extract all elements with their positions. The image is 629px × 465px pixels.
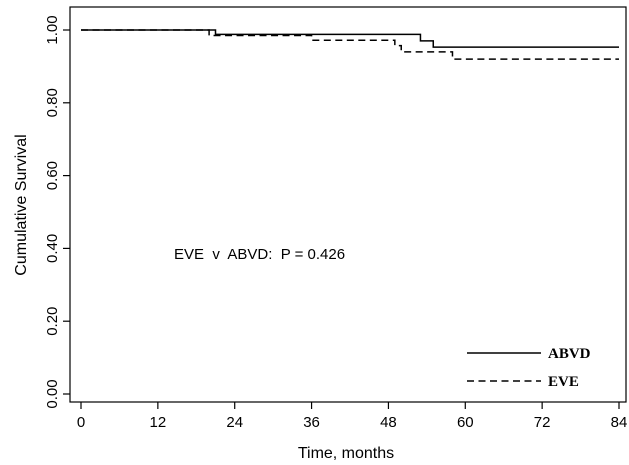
x-tick-label-36: 36: [303, 414, 320, 431]
y-tick-label-0.60: 0.60: [44, 161, 61, 190]
legend-label-eve: EVE: [548, 374, 579, 390]
y-tick-label-0.20: 0.20: [44, 307, 61, 336]
x-tick-label-72: 72: [534, 414, 551, 431]
plot-frame: [69, 6, 627, 403]
x-tick-label-0: 0: [77, 414, 85, 431]
x-tick-label-12: 12: [150, 414, 167, 431]
series-layer: [81, 29, 619, 60]
series-line-abvd: [81, 29, 619, 48]
x-tick-label-48: 48: [380, 414, 397, 431]
y-axis: 0.00 0.20 0.40 0.60 0.80 1.00: [44, 15, 70, 409]
legend-label-abvd: ABVD: [548, 346, 591, 362]
y-axis-label: Cumulative Survival: [13, 134, 30, 275]
y-tick-label-0.40: 0.40: [44, 234, 61, 263]
x-tick-label-24: 24: [226, 414, 243, 431]
y-tick-label-0.80: 0.80: [44, 88, 61, 117]
series-line-eve: [81, 29, 619, 60]
x-tick-label-84: 84: [611, 414, 628, 431]
legend: ABVD EVE: [467, 346, 591, 390]
y-tick-label-0.00: 0.00: [44, 379, 61, 408]
x-axis-label: Time, months: [298, 445, 394, 462]
x-axis: 0 12 24 36 48 60 72 84: [77, 402, 628, 431]
pvalue-annotation: EVE v ABVD: P = 0.426: [174, 246, 345, 263]
x-tick-label-60: 60: [457, 414, 474, 431]
y-tick-label-1.00: 1.00: [44, 15, 61, 44]
